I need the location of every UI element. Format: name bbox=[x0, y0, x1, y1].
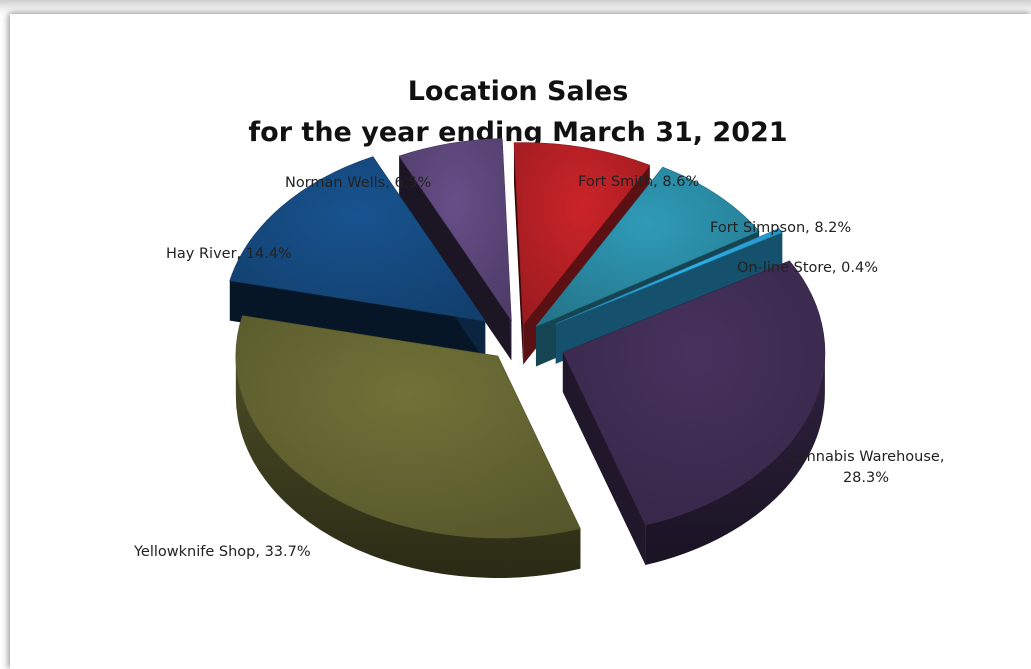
chart-title-line-1: Location Sales bbox=[408, 76, 629, 107]
slice-side-face bbox=[562, 352, 646, 565]
pie-slice-yellowknife-shop bbox=[235, 315, 581, 578]
slice-top bbox=[235, 315, 581, 539]
slice-rim bbox=[645, 352, 825, 565]
pie-slice-on-line-store bbox=[555, 228, 783, 364]
slice-label-cannabis-warehouse-line-2: 28.3% bbox=[843, 470, 889, 486]
slice-labels: Fort Smith, 8.6% Fort Simpson, 8.2% On-lin… bbox=[133, 174, 944, 560]
chart-title: Location Sales for the year ending March… bbox=[248, 76, 787, 148]
slice-label-norman-wells: Norman Wells, 6.5% bbox=[285, 175, 431, 191]
slice-label-fort-simpson: Fort Simpson, 8.2% bbox=[710, 220, 851, 236]
slice-side-face bbox=[399, 155, 512, 361]
pie-slices bbox=[229, 138, 826, 578]
slice-top bbox=[535, 166, 760, 327]
slice-top bbox=[562, 260, 826, 526]
slice-side-face bbox=[229, 280, 486, 362]
slice-top bbox=[555, 228, 783, 325]
slice-top bbox=[398, 138, 512, 322]
slice-label-on-line-store: On-line Store, 0.4% bbox=[737, 260, 878, 276]
slice-side-face bbox=[513, 142, 524, 365]
slice-side-face bbox=[555, 232, 783, 364]
pie-slice-norman-wells bbox=[398, 138, 512, 361]
slice-label-fort-smith: Fort Smith, 8.6% bbox=[578, 174, 699, 190]
slice-label-hay-river: Hay River, 14.4% bbox=[166, 246, 292, 262]
pie-slice-cannabis-warehouse bbox=[562, 260, 826, 565]
slice-label-yellowknife-shop: Yellowknife Shop, 33.7% bbox=[133, 544, 311, 560]
slice-top bbox=[513, 142, 651, 326]
pie-slice-hay-river bbox=[229, 156, 486, 362]
slice-rim bbox=[235, 355, 581, 578]
slice-top bbox=[229, 156, 486, 322]
slice-label-cannabis-warehouse-line-1: Cannabis Warehouse, bbox=[788, 449, 945, 465]
